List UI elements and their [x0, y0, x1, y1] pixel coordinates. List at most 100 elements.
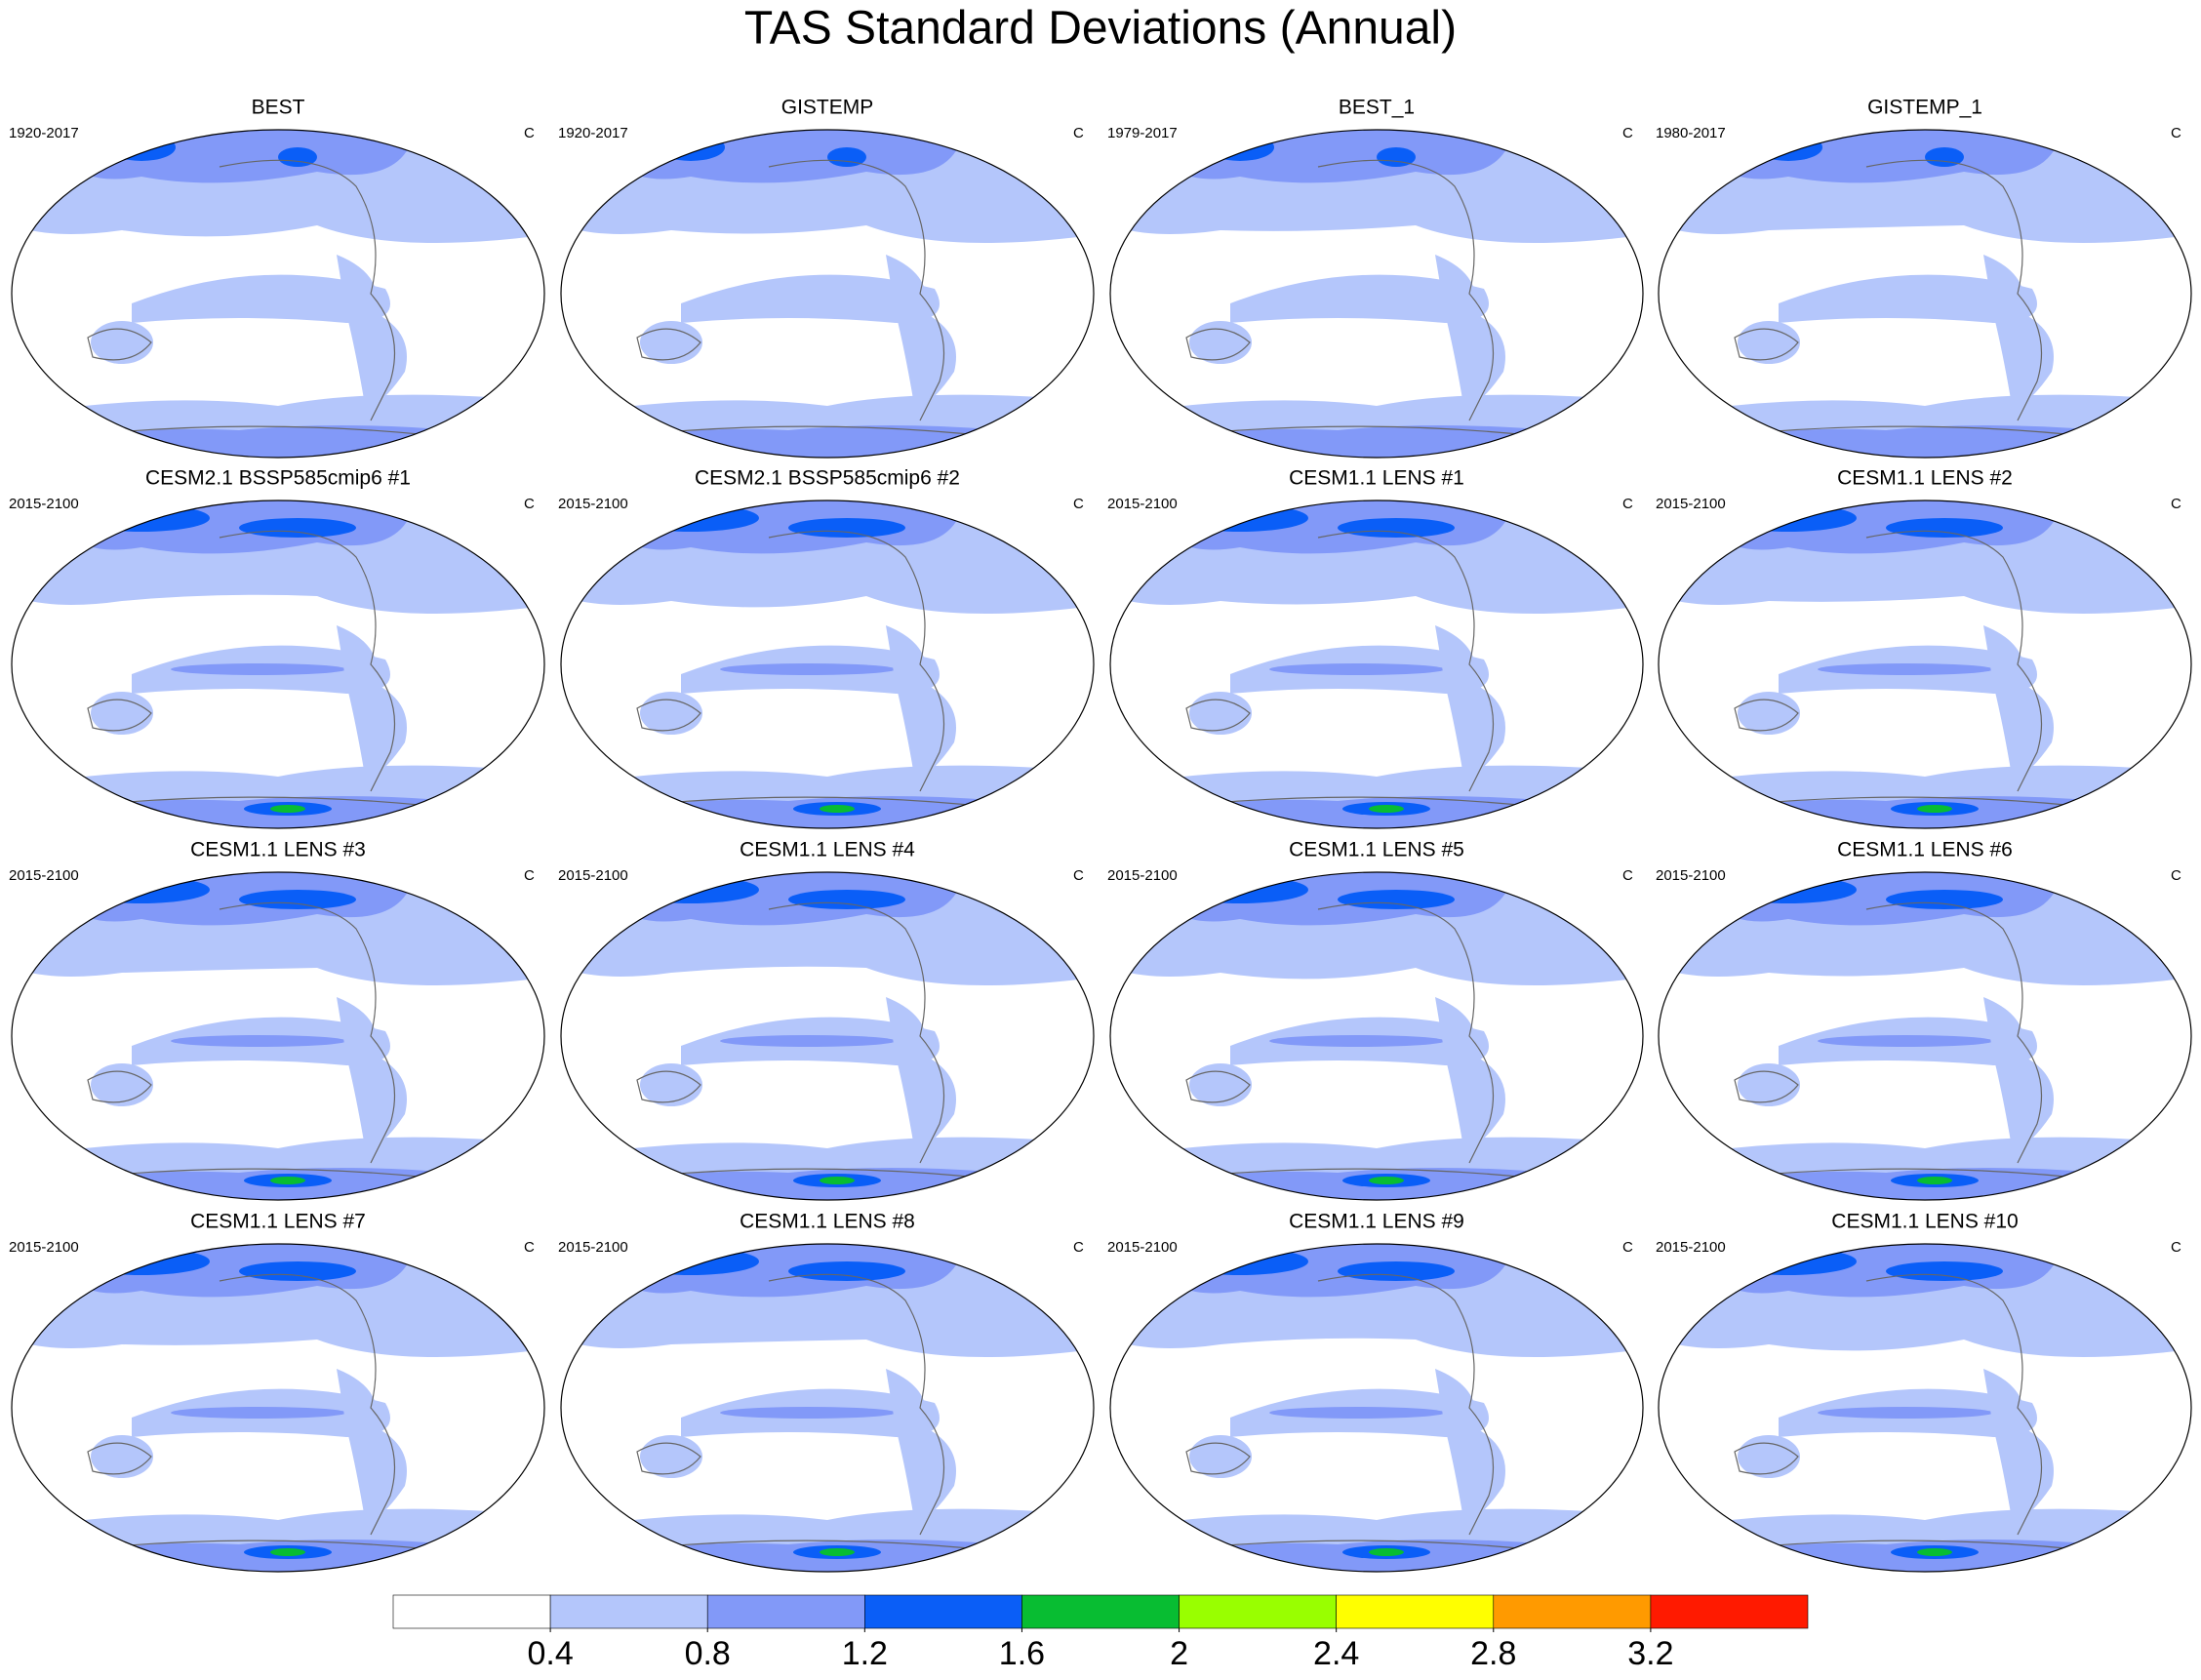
- map: [561, 130, 1094, 458]
- panel-title: CESM1.1 LENS #7: [190, 1211, 366, 1233]
- field-region: [1779, 274, 2037, 323]
- panel-units: C: [1622, 867, 1633, 884]
- field-region: [827, 147, 866, 167]
- field-region: [1738, 321, 1800, 364]
- field-region: [132, 274, 390, 323]
- colorbar-label: 2: [1170, 1635, 1188, 1672]
- map: [12, 872, 544, 1200]
- coastline: [219, 1273, 396, 1536]
- coastline: [768, 901, 945, 1164]
- field-region: [239, 518, 356, 538]
- coastline: [1865, 901, 2043, 1164]
- field-region: [91, 1063, 153, 1106]
- field-region: [1818, 1035, 1993, 1047]
- field-region: [107, 134, 176, 161]
- field-region: [886, 1369, 956, 1525]
- panel-period: 2015-2100: [9, 867, 79, 884]
- field-region: [622, 876, 759, 903]
- map: [12, 500, 544, 828]
- field-region: [1172, 876, 1308, 903]
- field-region: [788, 890, 905, 909]
- map: [1110, 500, 1643, 828]
- coastline: [636, 1442, 701, 1475]
- coastline: [768, 1273, 945, 1536]
- field-region: [1172, 504, 1308, 532]
- field-region: [91, 692, 153, 735]
- field-region: [1435, 255, 1505, 411]
- colorbar-label: 2.4: [1313, 1635, 1359, 1672]
- field-region: [270, 805, 305, 813]
- field-region: [886, 625, 956, 781]
- panel-period: 2015-2100: [1107, 867, 1178, 884]
- field-region: [720, 1035, 896, 1047]
- colorbar-box: [1336, 1594, 1495, 1629]
- map-outline: [1658, 129, 2192, 459]
- colorbar-label: 0.4: [527, 1635, 573, 1672]
- panel-period: 2015-2100: [1656, 867, 1726, 884]
- panel-units: C: [2171, 867, 2181, 884]
- field-region: [1886, 518, 2003, 538]
- map-outline: [560, 1243, 1095, 1573]
- coastline: [87, 1070, 152, 1103]
- colorbar-box: [1021, 1594, 1180, 1629]
- field-region: [1818, 1407, 1993, 1419]
- panel-title: BEST: [252, 97, 305, 119]
- field-region: [1230, 274, 1489, 323]
- field-region: [1269, 663, 1445, 675]
- panel-title: CESM1.1 LENS #5: [1289, 839, 1464, 861]
- map: [1110, 872, 1643, 1200]
- coastline: [636, 328, 701, 361]
- panel-units: C: [2171, 496, 2181, 512]
- field-region: [1338, 518, 1455, 538]
- map-outline: [1658, 500, 2192, 829]
- panel-units: C: [524, 496, 535, 512]
- field-region: [1886, 890, 2003, 909]
- field-region: [270, 1548, 305, 1556]
- panel-units: C: [1073, 125, 1084, 141]
- field-region: [270, 1177, 305, 1184]
- colorbar-box: [1179, 1594, 1337, 1629]
- coastline: [768, 159, 945, 421]
- panel-units: C: [1073, 867, 1084, 884]
- coastline: [87, 699, 152, 732]
- coastline: [87, 1442, 152, 1475]
- map: [561, 500, 1094, 828]
- coastline: [219, 530, 396, 792]
- field-region: [1338, 1261, 1455, 1281]
- field-region: [1172, 1248, 1308, 1275]
- field-region: [622, 1248, 759, 1275]
- panel-title: BEST_1: [1339, 97, 1415, 119]
- field-region: [1269, 1407, 1445, 1419]
- field-region: [1738, 1063, 1800, 1106]
- map-outline: [11, 1243, 545, 1573]
- panel-title: CESM1.1 LENS #9: [1289, 1211, 1464, 1233]
- colorbar-label: 1.2: [842, 1635, 888, 1672]
- panel-period: 2015-2100: [1656, 496, 1726, 512]
- field-region: [1754, 134, 1822, 161]
- field-region: [1983, 1369, 2054, 1525]
- coastline: [1317, 901, 1495, 1164]
- map-outline: [560, 129, 1095, 459]
- field-region: [1917, 805, 1952, 813]
- panel-units: C: [524, 125, 535, 141]
- panel-period: 2015-2100: [558, 1239, 628, 1256]
- panel-units: C: [1622, 496, 1633, 512]
- coastline: [1185, 328, 1251, 361]
- map-outline: [11, 129, 545, 459]
- panel-units: C: [524, 867, 535, 884]
- panel-period: 2015-2100: [9, 1239, 79, 1256]
- field-region: [1720, 876, 1857, 903]
- panel-period: 2015-2100: [9, 496, 79, 512]
- field-region: [1983, 997, 2054, 1153]
- map: [1110, 130, 1643, 458]
- field-region: [1369, 1548, 1404, 1556]
- coastline: [1734, 328, 1799, 361]
- colorbar-box: [706, 1594, 865, 1629]
- field-region: [91, 321, 153, 364]
- field-region: [1917, 1177, 1952, 1184]
- coastline: [1185, 699, 1251, 732]
- field-region: [1435, 625, 1505, 781]
- field-region: [886, 255, 956, 411]
- field-region: [91, 1435, 153, 1478]
